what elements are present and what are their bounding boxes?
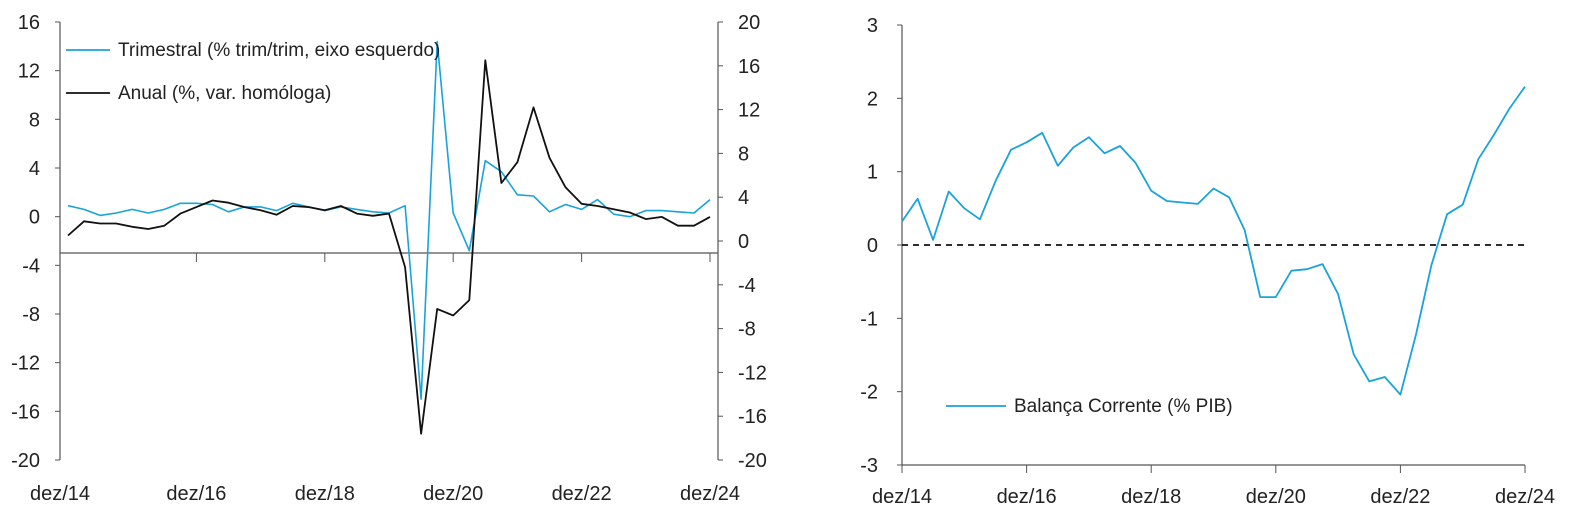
left-y-tick-label: 16: [18, 12, 40, 34]
ca-y-tick-label: -2: [860, 382, 878, 404]
ca-y-tick-label: -1: [860, 308, 878, 330]
left-y-tick-label: 0: [29, 207, 40, 229]
x-tick-label: dez/14: [30, 483, 90, 505]
ca-y-tick-label: 2: [867, 88, 878, 110]
right-y-tick-label: -20: [738, 450, 767, 472]
x-tick-label: dez/20: [423, 483, 483, 505]
ca-y-tick-label: 0: [867, 235, 878, 257]
right-y-tick-label: -4: [738, 275, 756, 297]
right-y-tick-label: 0: [738, 231, 749, 253]
right-y-tick-label: -8: [738, 319, 756, 341]
ca-x-tick-label: dez/16: [997, 486, 1057, 508]
legend-label: Trimestral (% trim/trim, eixo esquerdo): [118, 40, 440, 61]
annual-series-line: [67, 59, 711, 435]
left-y-tick-label: 8: [29, 109, 40, 131]
right-y-tick-label: -16: [738, 406, 767, 428]
right-y-tick-label: 16: [738, 56, 760, 78]
right-y-tick-label: -12: [738, 362, 767, 384]
ca-x-tick-label: dez/20: [1246, 486, 1306, 508]
ca-legend-label: Balança Corrente (% PIB): [1014, 396, 1233, 417]
ca-x-tick-label: dez/14: [872, 486, 932, 508]
ca-y-tick-label: 1: [867, 162, 878, 184]
left-y-tick-label: -16: [11, 401, 40, 423]
left-y-tick-label: 4: [29, 158, 40, 180]
right-y-tick-label: 12: [738, 100, 760, 122]
ca-x-tick-label: dez/22: [1370, 486, 1430, 508]
left-y-tick-label: -20: [11, 450, 40, 472]
legend-label: Anual (%, var. homóloga): [118, 83, 331, 104]
current-account-line: [901, 86, 1526, 396]
x-tick-label: dez/22: [552, 483, 612, 505]
left-y-tick-label: -8: [22, 304, 40, 326]
ca-y-tick-label: -3: [860, 455, 878, 477]
left-y-tick-label: -12: [11, 353, 40, 375]
right-y-tick-label: 8: [738, 143, 749, 165]
ca-x-tick-label: dez/24: [1495, 486, 1555, 508]
x-tick-label: dez/16: [166, 483, 226, 505]
ca-y-tick-label: 3: [867, 15, 878, 37]
ca-x-tick-label: dez/18: [1121, 486, 1181, 508]
left-y-tick-label: 12: [18, 61, 40, 83]
x-tick-label: dez/18: [295, 483, 355, 505]
left-y-tick-label: -4: [22, 255, 40, 277]
right-y-tick-label: 20: [738, 12, 760, 34]
x-tick-label: dez/24: [680, 483, 740, 505]
right-y-tick-label: 4: [738, 187, 749, 209]
